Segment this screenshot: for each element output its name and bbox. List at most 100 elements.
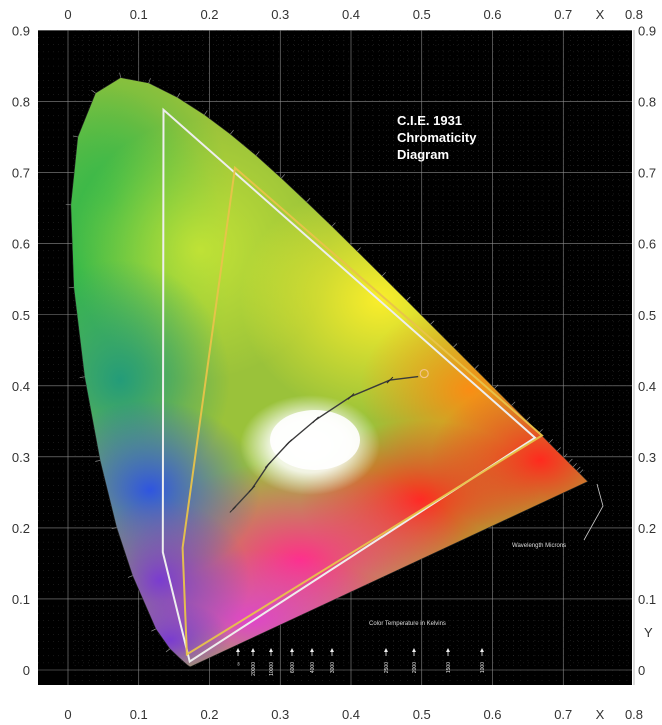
y-tick-label-left: 0.6	[12, 237, 30, 252]
x-tick-label-bottom: 0	[64, 707, 71, 722]
locus-tick	[557, 447, 561, 452]
kelvin-value: 2500	[384, 662, 390, 673]
locus-tick	[538, 428, 543, 433]
y-tick-label-left: 0.5	[12, 308, 30, 323]
locus-tick	[111, 527, 117, 530]
locus-tick	[119, 72, 121, 78]
planck-tick	[229, 506, 237, 513]
planck-tick	[347, 393, 355, 400]
kelvin-value: 6000	[290, 662, 296, 673]
kelvin-arrow-icon	[251, 648, 255, 652]
planck-tick	[248, 485, 256, 493]
locus-tick	[453, 343, 458, 348]
kelvin-value: 10000	[269, 662, 275, 676]
y-tick-label-left: 0.7	[12, 166, 30, 181]
x-tick-label-top: 0	[64, 7, 71, 22]
y-tick-label-right: 0.5	[638, 308, 656, 323]
y-tick-label-left: 0.2	[12, 521, 30, 536]
locus-tick	[474, 364, 479, 369]
y-tick-label-left: 0.3	[12, 450, 30, 465]
color-temperature-label: Color Temperature in Kelvins	[369, 621, 446, 627]
locus-tick	[494, 384, 499, 389]
y-tick-label-left: 0.1	[12, 592, 30, 607]
wavelength-annotation: Wavelength Microns	[512, 483, 604, 549]
y-tick-label-left: 0	[23, 663, 30, 678]
locus-tick	[177, 92, 181, 98]
planck-tick	[386, 376, 394, 384]
kelvin-arrow-icon	[269, 648, 273, 652]
x-tick-label-bottom: 0.6	[483, 707, 501, 722]
kelvin-value: 2000	[412, 662, 418, 673]
x-tick-label-bottom: 0.8	[625, 707, 643, 722]
locus-tick	[563, 453, 568, 458]
locus-tick	[165, 648, 171, 653]
y-tick-label-right: 0.8	[638, 95, 656, 110]
locus-tick	[579, 469, 584, 474]
y-tick-label-right: 0	[638, 663, 645, 678]
y-tick-label-right: 0.7	[638, 166, 656, 181]
locus-tick	[576, 466, 581, 471]
x-tick-label-top: 0.2	[200, 7, 218, 22]
locus-tick	[430, 320, 435, 325]
title-line-2: Chromaticity	[397, 130, 477, 145]
locus-tick	[151, 628, 156, 632]
x-axis-name-top: X	[596, 7, 605, 22]
title-line-1: C.I.E. 1931	[397, 113, 462, 128]
x-tick-label-top: 0.7	[554, 7, 572, 22]
x-tick-label-top: 0.3	[271, 7, 289, 22]
kelvin-value: 1000	[480, 662, 486, 673]
planck-tick	[285, 439, 293, 446]
x-axis-name-bottom: X	[596, 707, 605, 722]
illuminant-a-marker	[419, 368, 429, 379]
spectral-locus-ticks	[65, 72, 584, 653]
planckian-locus	[229, 368, 429, 513]
planck-tick	[264, 461, 272, 469]
planckian-curve	[232, 375, 419, 510]
locus-tick	[548, 439, 553, 444]
white-gamut-triangle	[161, 107, 537, 664]
y-tick-label-left: 0.9	[12, 24, 30, 39]
yellow-gamut-triangle	[181, 165, 544, 657]
locus-tick	[331, 222, 336, 227]
locus-tick	[572, 463, 577, 468]
y-tick-label-right: 0.2	[638, 521, 656, 536]
locus-tick	[91, 89, 96, 94]
x-tick-label-bottom: 0.7	[554, 707, 572, 722]
y-tick-label-right: 0.9	[638, 24, 656, 39]
axes-labels: 0 0 0.1 0.1 0.2 0.2 0.3 0.3 0.4 0.4 0.5 0.5 0.6 0.6 0.…	[12, 7, 656, 722]
locus-tick	[356, 247, 361, 252]
kelvin-value: ∞	[236, 662, 242, 666]
y-tick-label-left: 0.8	[12, 95, 30, 110]
x-tick-label-bottom: 0.4	[342, 707, 360, 722]
locus-tick	[255, 151, 260, 156]
locus-tick	[95, 460, 101, 462]
kelvin-value: 3000	[330, 662, 336, 673]
locus-tick	[230, 129, 234, 135]
y-tick-label-right: 0.6	[638, 237, 656, 252]
x-tick-label-top: 0.8	[625, 7, 643, 22]
y-tick-label-right: 0.1	[638, 592, 656, 607]
kelvin-arrow-icon	[384, 648, 388, 652]
x-tick-label-bottom: 0.3	[271, 707, 289, 722]
x-tick-label-bottom: 0.2	[200, 707, 218, 722]
x-tick-label-top: 0.4	[342, 7, 360, 22]
kelvin-arrow-icon	[236, 648, 240, 652]
diagram-title: C.I.E. 1931 Chromaticity Diagram	[397, 113, 477, 162]
locus-tick	[306, 198, 311, 203]
locus-tick	[281, 174, 285, 179]
kelvin-value: 4000	[310, 662, 316, 673]
color-temperature-scale: Color Temperature in Kelvins ∞ 20000 10000…	[236, 621, 486, 676]
locus-tick	[381, 272, 386, 277]
locus-tick	[204, 110, 208, 115]
kelvin-value: 20000	[251, 662, 257, 676]
x-tick-label-top: 0.5	[413, 7, 431, 22]
kelvin-arrow-icon	[310, 648, 314, 652]
locus-tick	[511, 401, 516, 406]
kelvin-arrow-icon	[412, 648, 416, 652]
x-tick-label-top: 0.1	[130, 7, 148, 22]
y-tick-label-right: 0.3	[638, 450, 656, 465]
locus-tick	[526, 416, 531, 421]
y-tick-label-left: 0.4	[12, 379, 30, 394]
locus-tick	[72, 135, 78, 138]
